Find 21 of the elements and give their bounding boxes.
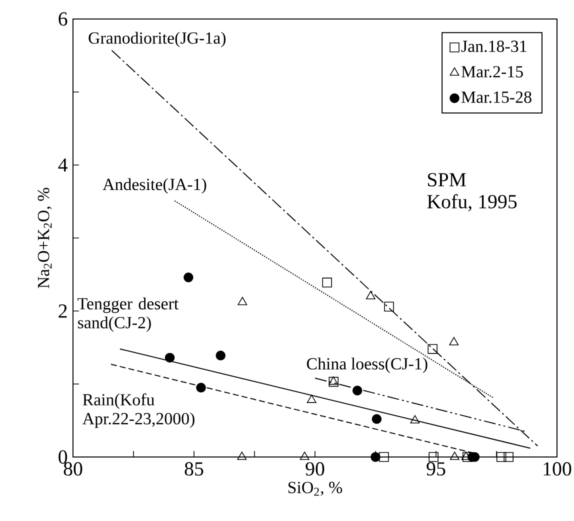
x-tick-label: 90	[306, 462, 324, 476]
x-tick-label: 100	[544, 462, 572, 476]
legend-label: Jan.18-31	[461, 40, 526, 52]
y-tick-label: 2	[58, 304, 67, 318]
y-axis-title: Na$_{2}$O+K$_{2}$O, %	[38, 188, 52, 288]
y-tick-label: 6	[58, 12, 68, 26]
x-tick-label: 95	[426, 462, 446, 476]
y-tick-label: 0	[58, 450, 68, 464]
legend-label: Tengger desert sand(CJ-2)	[78, 298, 179, 332]
annotation: Kofu, 1995	[427, 194, 517, 212]
x-tick-label: 80	[64, 462, 82, 476]
x-tick-label: 85	[184, 462, 204, 476]
series-label: Granodiorite(JG-1a)	[88, 32, 226, 48]
legend-label: Mar.2-15	[461, 66, 523, 78]
series-label: China loess(CJ-1)	[306, 358, 428, 373]
annotation: SPM	[428, 173, 466, 186]
y-tick-label: 4	[58, 158, 68, 172]
x-axis-title: SiO$_{2}$, %	[288, 482, 342, 496]
series-label: Andesite(JA-1)	[102, 178, 206, 194]
series-label: Rain(Kofu Apr.22-23,2000)	[82, 393, 194, 428]
legend-label: Mar.15-28	[461, 91, 532, 103]
